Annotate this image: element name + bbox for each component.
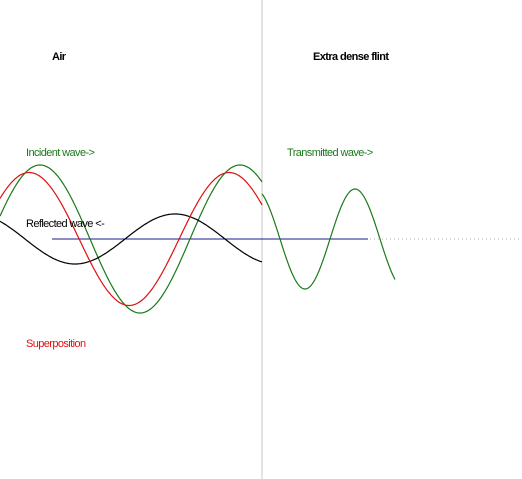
incident-wave [0, 164, 263, 314]
medium-label: Extra dense flint [313, 51, 389, 63]
wave-label: Superposition [26, 338, 86, 350]
medium-label: Air [52, 51, 67, 63]
wave-label: Incident wave-> [26, 147, 95, 159]
reflected-wave [0, 213, 263, 265]
wave-label: Reflected wave <- [26, 218, 105, 230]
transmitted-wave [261, 188, 396, 290]
wave-label: Transmitted wave-> [287, 147, 373, 159]
superposition-wave [0, 171, 263, 307]
